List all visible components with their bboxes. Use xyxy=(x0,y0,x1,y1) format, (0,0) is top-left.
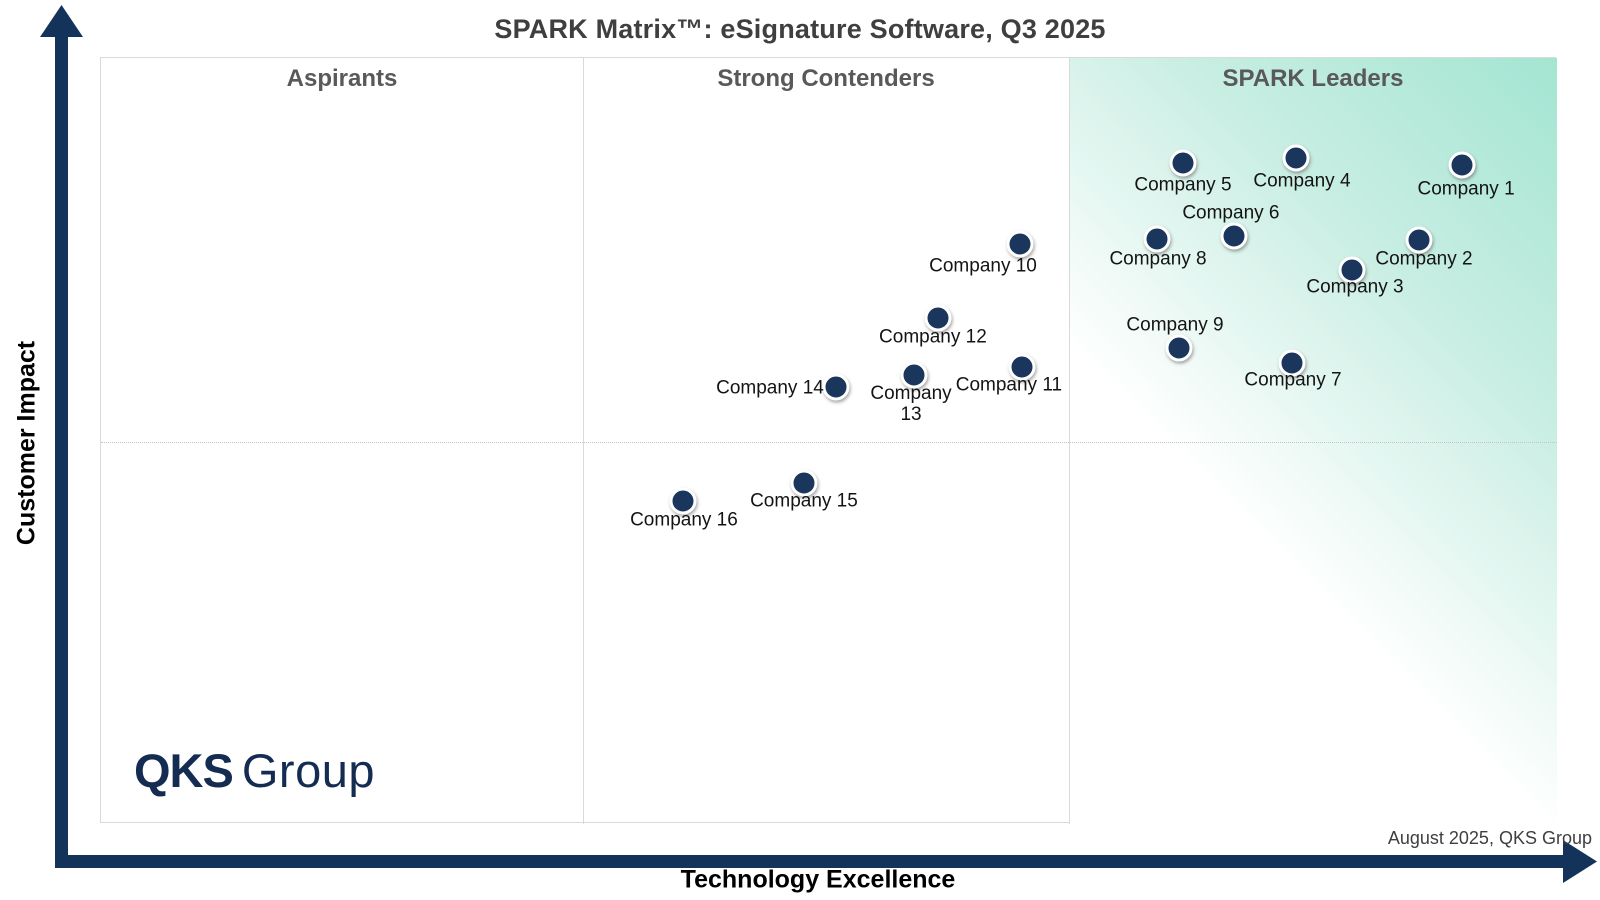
quadrant-header-strong-contenders: Strong Contenders xyxy=(717,65,935,92)
company-label: Company 14 xyxy=(716,377,824,399)
quadrant-header-spark-leaders: SPARK Leaders xyxy=(1222,65,1404,92)
company-label: Company 3 xyxy=(1306,276,1404,298)
quadrant-header-aspirants: Aspirants xyxy=(286,65,398,92)
company-label: Company 9 xyxy=(1126,314,1224,336)
company-label: Company 13 xyxy=(870,382,952,425)
company-label: Company 7 xyxy=(1244,369,1342,391)
company-dot xyxy=(1143,225,1171,253)
company-dot xyxy=(1165,334,1193,362)
company-label: Company 12 xyxy=(879,326,987,348)
logo-text-group: Group xyxy=(241,744,375,797)
x-axis-arrow xyxy=(55,840,1597,883)
company-dot xyxy=(790,469,818,497)
company-dot xyxy=(1278,349,1306,377)
qks-group-logo: QKS Group xyxy=(134,746,375,796)
credit-text: August 2025, QKS Group xyxy=(1387,828,1592,848)
y-axis-arrow xyxy=(40,5,83,868)
company-label: Company 1 xyxy=(1417,178,1515,200)
quadrant-divider-vertical-1 xyxy=(583,58,584,824)
company-dot xyxy=(1220,222,1248,250)
logo-text-qks: QKS xyxy=(134,744,234,797)
company-dot xyxy=(1338,256,1366,284)
company-dot xyxy=(822,373,850,401)
company-dot xyxy=(1006,230,1034,258)
leaders-gradient-background xyxy=(1069,58,1557,824)
company-dot xyxy=(1008,353,1036,381)
quadrant-divider-vertical-2 xyxy=(1069,58,1070,824)
company-label: Company 5 xyxy=(1134,174,1232,196)
company-label: Company 15 xyxy=(750,490,858,512)
x-axis-label: Technology Excellence xyxy=(680,865,956,894)
company-dot xyxy=(900,361,928,389)
company-dot xyxy=(1448,151,1476,179)
company-label: Company 2 xyxy=(1375,248,1473,270)
company-label: Company 11 xyxy=(955,374,1063,396)
company-label: Company 10 xyxy=(929,255,1037,277)
company-dot xyxy=(1169,149,1197,177)
company-dot xyxy=(1405,226,1433,254)
company-label: Company 4 xyxy=(1253,170,1351,192)
company-dot xyxy=(924,304,952,332)
quadrant-divider-horizontal xyxy=(101,442,1557,443)
company-dot xyxy=(669,487,697,515)
company-label: Company 6 xyxy=(1182,202,1280,224)
plot-area: Aspirants Strong Contenders SPARK Leader… xyxy=(100,57,1557,824)
y-axis-label: Customer Impact xyxy=(12,340,41,546)
chart-title: SPARK Matrix™: eSignature Software, Q3 2… xyxy=(494,14,1106,44)
company-label: Company 8 xyxy=(1109,248,1207,270)
company-label: Company 16 xyxy=(630,509,738,531)
company-dot xyxy=(1282,144,1310,172)
